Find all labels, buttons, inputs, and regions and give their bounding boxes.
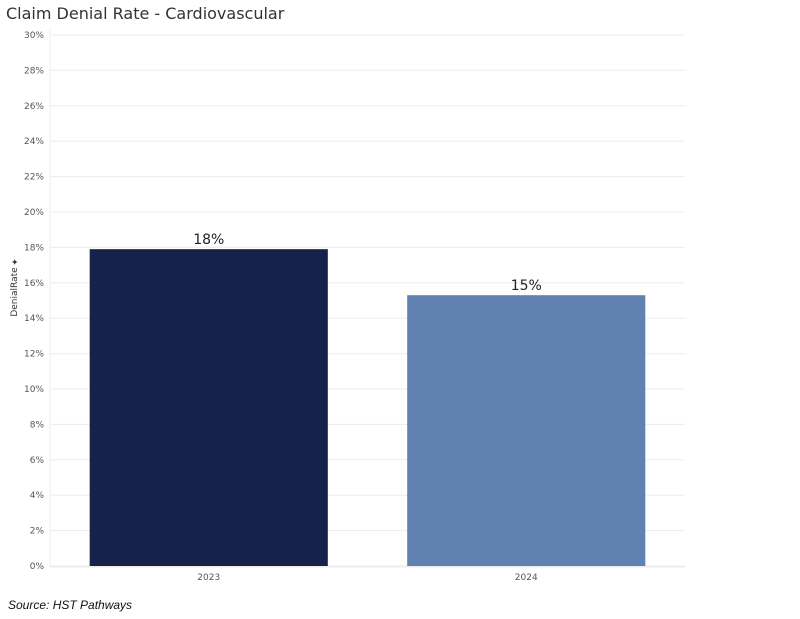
y-tick-label: 6% — [30, 456, 45, 466]
bar-2024[interactable] — [407, 295, 646, 566]
y-tick-label: 16% — [24, 279, 44, 289]
y-tick-label: 22% — [24, 173, 44, 183]
x-tick-label: 2024 — [515, 573, 538, 583]
y-tick-label: 30% — [24, 31, 44, 41]
y-axis-ticks: 0% 2% 4% 6% 8% 10% 12% 14% 16% 18% 20% 22% 24% 26% 28%… — [24, 31, 44, 572]
y-tick-label: 4% — [30, 491, 45, 501]
y-tick-label: 18% — [24, 243, 44, 253]
y-tick-label: 10% — [24, 385, 44, 395]
x-axis-ticks: 2023 2024 — [197, 573, 538, 583]
data-label-2024: 15% — [511, 278, 542, 294]
y-tick-label: 2% — [30, 527, 45, 537]
chart-area: 0% 2% 4% 6% 8% 10% 12% 14% 16% 18% 20% 22% 24% 26% 28%… — [10, 28, 685, 583]
pin-icon[interactable]: ✦ — [11, 258, 21, 266]
y-tick-label: 24% — [24, 137, 44, 147]
bar-2023[interactable] — [89, 249, 328, 567]
y-axis-title: DenialRate — [10, 267, 20, 317]
grid-lines — [49, 28, 685, 568]
y-tick-label: 20% — [24, 208, 44, 218]
y-tick-label: 8% — [30, 420, 45, 430]
source-note: Source: HST Pathways — [8, 598, 133, 612]
y-tick-label: 0% — [30, 562, 45, 572]
x-tick-label: 2023 — [197, 573, 220, 583]
y-tick-label: 12% — [24, 350, 44, 360]
data-label-2023: 18% — [193, 232, 224, 248]
y-tick-label: 28% — [24, 66, 44, 76]
bars — [89, 249, 646, 567]
data-labels: 18% 15% — [193, 232, 542, 294]
y-tick-label: 26% — [24, 102, 44, 112]
chart-title: Claim Denial Rate - Cardiovascular — [6, 4, 285, 23]
y-tick-label: 14% — [24, 314, 44, 324]
y-axis-title-group[interactable]: DenialRate ✦ — [10, 258, 21, 317]
